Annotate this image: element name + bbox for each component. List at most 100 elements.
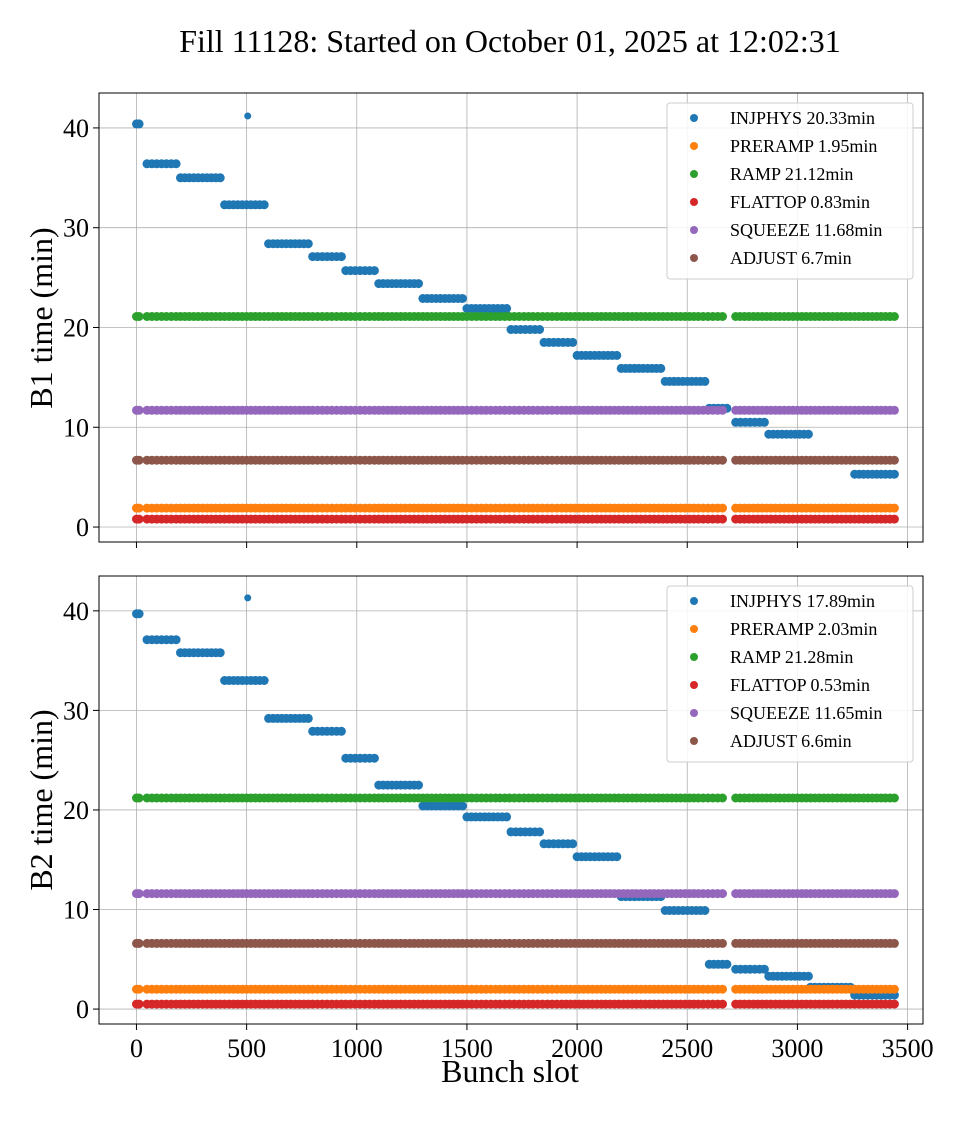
point-preramp-1: [134, 503, 144, 513]
point-flattop-129: [718, 999, 727, 1009]
series-adjust: [132, 938, 899, 948]
point-adjust-1: [134, 938, 144, 948]
point-injphys-82: [502, 812, 512, 822]
point-ramp-1: [134, 793, 144, 803]
legend-marker-injphys: [690, 597, 698, 605]
point-injphys-38: [303, 239, 313, 249]
point-injphys-131: [722, 959, 732, 969]
x-tick-label-3: 1500: [441, 1034, 493, 1063]
point-injphys-158: [889, 469, 899, 479]
point-injphys-62: [414, 279, 423, 289]
point-injphys-45: [336, 726, 346, 736]
legend-label-ramp: RAMP 21.12min: [730, 164, 853, 184]
legend-label-injphys: INJPHYS 17.89min: [730, 591, 875, 611]
point-injphys-89: [535, 827, 545, 837]
point-ramp-1: [134, 312, 144, 321]
legend-label-squeeze: SQUEEZE 11.65min: [730, 703, 882, 723]
axes-frame: [98, 575, 924, 1025]
point-preramp-1: [134, 984, 144, 994]
point-injphys-52: [369, 753, 379, 763]
figure-title: Fill 11128: Started on October 01, 2025 …: [179, 23, 841, 59]
point-injphys-62: [414, 780, 423, 790]
x-tick-label-2: 1000: [331, 1034, 383, 1063]
y-tick-label-3: 30: [63, 214, 89, 243]
point-injphys-126: [700, 376, 710, 386]
point-preramp-166: [889, 984, 899, 994]
series-flattop: [132, 999, 899, 1009]
point-injphys-1: [134, 119, 144, 129]
x-tick-label-1: 500: [227, 1034, 266, 1063]
y-tick-label-1: 10: [63, 896, 89, 925]
y-tick-label-4: 40: [63, 597, 89, 626]
point-injphys-116: [656, 363, 666, 373]
point-preramp-129: [718, 984, 727, 994]
series-injphys: [132, 112, 899, 479]
legend-marker-adjust: [690, 254, 698, 262]
point-injphys-148: [803, 429, 813, 439]
series-preramp: [132, 503, 899, 513]
point-squeeze-166: [889, 889, 899, 899]
point-injphys-45: [336, 252, 346, 262]
point-injphys-8: [171, 635, 181, 645]
point-injphys-89: [535, 325, 545, 334]
legend-label-preramp: PRERAMP 2.03min: [730, 619, 877, 639]
point-injphys-82: [502, 304, 512, 313]
point-injphys-72: [458, 801, 467, 811]
point-injphys-18: [215, 648, 225, 658]
panel-b2-y-axis-label: B2 time (min): [23, 709, 59, 890]
legend-marker-squeeze: [690, 709, 698, 717]
legend-label-adjust: ADJUST 6.6min: [730, 731, 852, 751]
x-tick-label-6: 3000: [771, 1034, 823, 1063]
legend-label-ramp: RAMP 21.28min: [730, 647, 853, 667]
point-injphys-126: [700, 906, 710, 915]
legend-marker-flattop: [690, 198, 698, 206]
point-squeeze-129: [718, 889, 727, 899]
x-axis-label: Bunch slot: [441, 1053, 579, 1089]
series-ramp: [132, 793, 899, 803]
legend-label-flattop: FLATTOP 0.53min: [730, 675, 870, 695]
series-preramp: [132, 984, 899, 994]
x-tick-label-7: 3500: [882, 1034, 934, 1063]
axes-frame: [98, 92, 924, 543]
x-tick-label-5: 2500: [661, 1034, 713, 1063]
y-tick-label-1: 10: [63, 413, 89, 442]
point-flattop-1: [134, 999, 144, 1009]
point-injphys-1: [134, 609, 144, 619]
point-injphys-28: [259, 676, 269, 685]
point-ramp-166: [889, 793, 899, 803]
point-flattop-166: [889, 514, 899, 524]
series-adjust: [132, 455, 899, 465]
legend-label-squeeze: SQUEEZE 11.68min: [730, 220, 882, 240]
x-tick-label-4: 2000: [551, 1034, 603, 1063]
point-adjust-1: [134, 455, 144, 465]
y-tick-label-0: 0: [76, 513, 89, 542]
point-flattop-1: [134, 514, 144, 524]
series-ramp: [132, 312, 899, 321]
point-injphys-38: [303, 713, 313, 723]
panel-b2-plot: 0 10 20 30 40 0 500 1000 1500 2000 2500 3000 3500 INJ…: [63, 575, 934, 1063]
legend: INJPHYS 17.89min PRERAMP 2.03min RAMP 21.2…: [666, 585, 914, 763]
legend: INJPHYS 20.33min PRERAMP 1.95min RAMP 21.1…: [666, 102, 914, 280]
legend-label-adjust: ADJUST 6.7min: [730, 248, 852, 268]
legend-marker-flattop: [690, 681, 698, 689]
point-ramp-166: [889, 312, 899, 321]
point-injphys-148: [803, 971, 813, 981]
series-squeeze: [132, 405, 899, 415]
point-injphys-96: [568, 337, 578, 347]
series-flattop: [132, 514, 899, 524]
point-injphys-52: [369, 266, 379, 276]
legend-frame: [666, 585, 914, 763]
y-tick-label-3: 30: [63, 696, 89, 725]
point-flattop-166: [889, 999, 899, 1009]
point-injphys-72: [458, 294, 467, 303]
point-flattop-129: [718, 514, 727, 524]
y-tick-label-2: 20: [63, 313, 89, 342]
series-squeeze: [132, 889, 899, 899]
legend-label-flattop: FLATTOP 0.83min: [730, 192, 870, 212]
legend-marker-injphys: [690, 114, 698, 122]
x-tick-label-0: 0: [130, 1034, 143, 1063]
point-injphys-159: [244, 112, 252, 120]
panel-b1-y-axis-label: B1 time (min): [23, 227, 59, 408]
point-injphys-96: [568, 839, 578, 849]
